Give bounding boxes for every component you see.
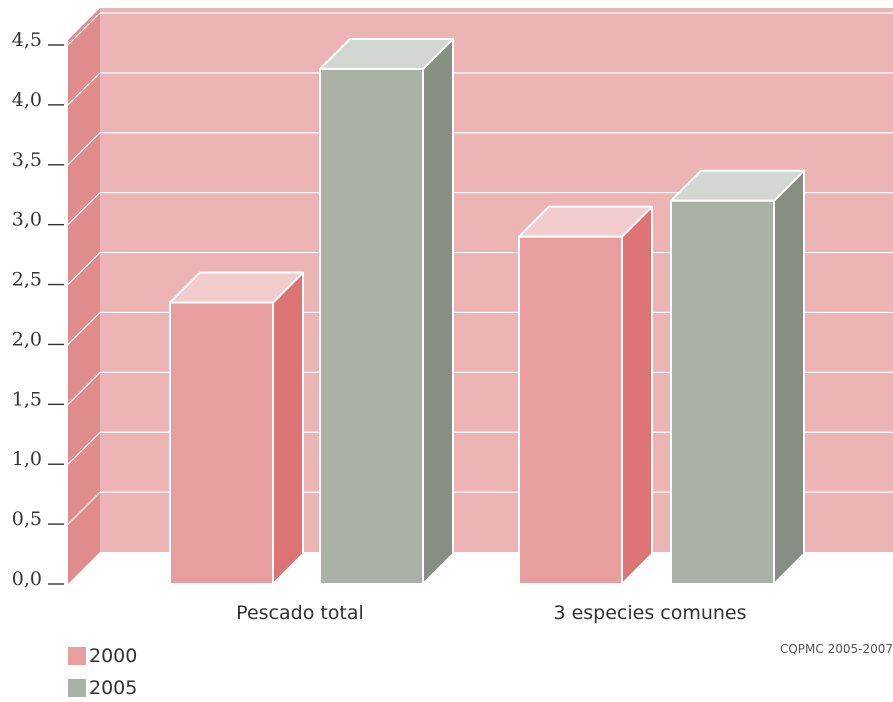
y-tick-label-8: 4,0 [12,89,42,111]
gridline-side-5 [67,252,101,285]
y-axis: 0,0 0,5 1,0 1,5 2,0 2,5 3,0 3,5 4,0 4,5 [12,29,64,590]
y-tick-label-2: 1,0 [12,448,42,470]
gridline-side-4 [67,312,101,345]
bar-front-2000-1 [518,235,623,585]
category-label-pescado-total: Pescado total [236,602,364,624]
y-tick-label-5: 2,5 [12,269,42,291]
bar-2005-1 [670,169,805,585]
y-tick-label-0: 0,0 [12,568,42,590]
y-tick-label-9: 4,5 [12,29,42,51]
bar-side-2005-1 [773,169,805,585]
bar-front-2005-0 [319,67,424,585]
gridline-side-1 [67,491,101,525]
gridline-side-7 [67,132,101,166]
y-tick-label-3: 1,5 [12,388,42,410]
bar-2000-0 [169,271,304,585]
legend-label-2000: 2000 [89,645,138,667]
source-credit: CQPMC 2005-2007 [779,642,893,656]
y-tick-label-4: 2,0 [12,328,42,350]
gridline-side-3 [67,371,101,405]
legend-item-2005: 2005 [68,677,137,699]
y-tick-label-1: 0,5 [12,508,42,530]
bar-2000-1 [518,205,653,585]
bar-side-2000-0 [272,271,304,585]
gridline-side-9 [67,12,101,46]
y-tick-label-7: 3,5 [12,149,42,171]
bars [169,37,805,585]
gridline-side-8 [67,72,101,106]
legend-label-2005: 2005 [89,677,138,699]
y-tick-label-6: 3,0 [12,209,42,231]
legend-swatch-2005 [68,679,86,697]
bar-front-2005-1 [670,199,775,585]
bar-side-2005-0 [422,37,454,585]
legend-item-2000: 2000 [68,645,137,667]
bar-front-2000-0 [169,301,274,585]
bar-2005-0 [319,37,454,585]
legend-swatch-2000 [68,647,86,665]
gridline-side-6 [67,192,101,226]
category-label-3-especies-comunes: 3 especies comunes [553,602,746,624]
gridline-side-2 [67,431,101,465]
bar-side-2000-1 [621,205,653,585]
